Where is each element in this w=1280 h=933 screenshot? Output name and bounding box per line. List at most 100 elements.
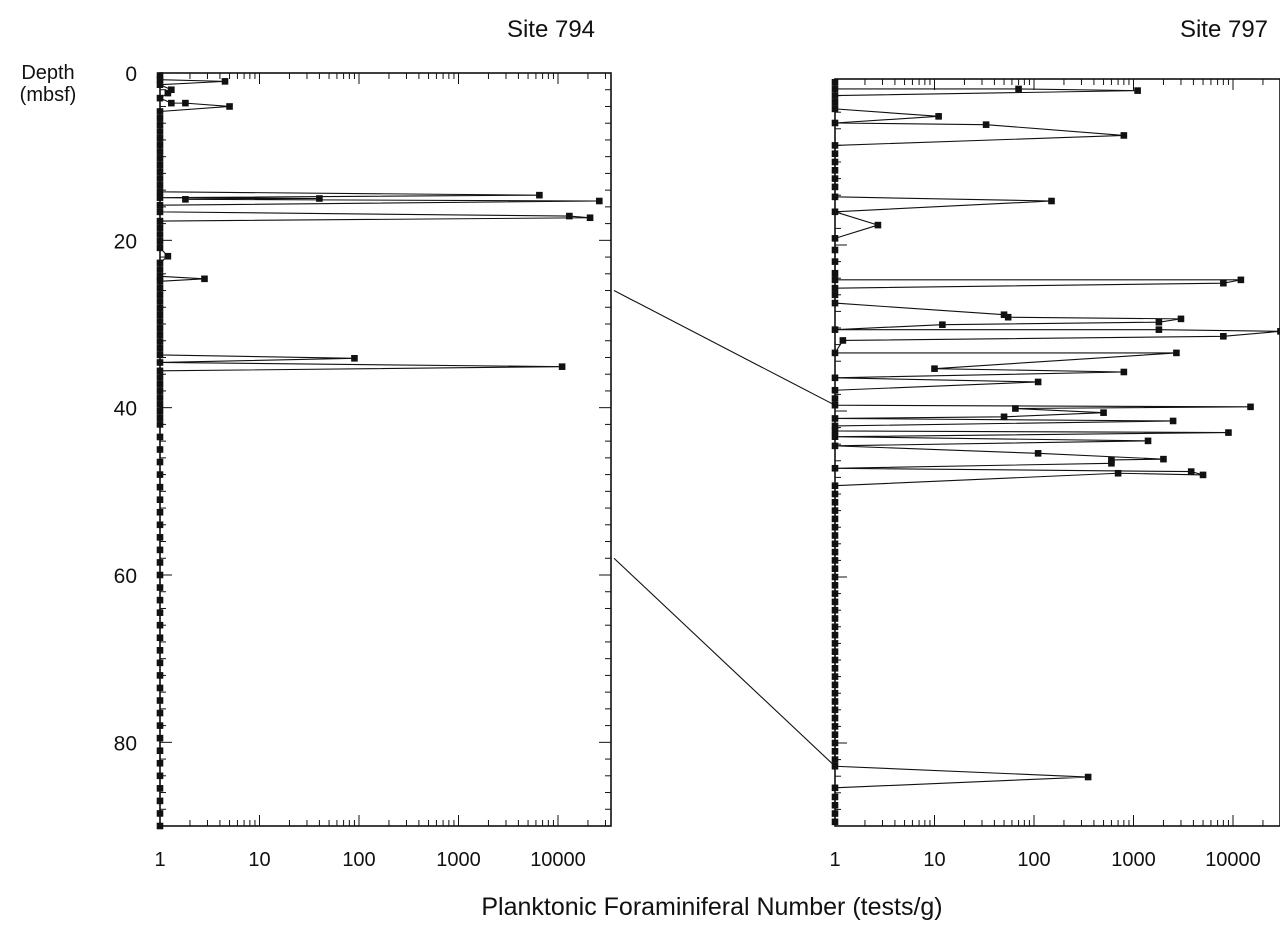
data-point-marker bbox=[156, 194, 164, 201]
data-point-marker bbox=[831, 507, 839, 514]
data-point-marker bbox=[831, 689, 839, 697]
data-point-marker bbox=[156, 394, 164, 401]
data-point-marker bbox=[221, 78, 229, 85]
data-point-marker bbox=[156, 772, 164, 780]
data-point-marker bbox=[831, 810, 839, 817]
data-point-marker bbox=[831, 349, 839, 357]
data-point-marker bbox=[156, 709, 164, 717]
data-point-marker bbox=[156, 161, 164, 169]
data-point-marker bbox=[831, 85, 839, 93]
data-point-marker bbox=[1120, 368, 1128, 376]
data-point-marker bbox=[831, 299, 839, 307]
data-point-marker bbox=[1034, 450, 1042, 457]
data-point-marker bbox=[156, 822, 164, 830]
data-point-marker bbox=[156, 521, 164, 529]
data-series-line bbox=[158, 75, 600, 826]
data-point-marker bbox=[156, 621, 164, 629]
data-point-marker bbox=[156, 244, 164, 252]
data-point-marker bbox=[1173, 349, 1180, 357]
x-tick-label: 1000 bbox=[1111, 849, 1156, 871]
data-point-marker bbox=[1108, 456, 1115, 464]
data-point-marker bbox=[1108, 459, 1115, 467]
y-tick-label: 40 bbox=[114, 398, 137, 421]
data-point-marker bbox=[156, 81, 164, 89]
data-point-marker bbox=[156, 141, 164, 149]
data-point-marker bbox=[156, 684, 164, 692]
data-point-marker bbox=[156, 697, 164, 704]
data-point-marker bbox=[939, 321, 946, 328]
x-tick-label: 10000 bbox=[1205, 849, 1261, 871]
data-point-marker bbox=[164, 89, 172, 97]
data-point-marker bbox=[156, 387, 164, 395]
data-point-marker bbox=[831, 276, 839, 284]
data-point-marker bbox=[156, 458, 164, 466]
data-point-marker bbox=[156, 231, 164, 238]
data-point-marker bbox=[874, 221, 882, 229]
data-point-marker bbox=[831, 374, 839, 382]
data-point-marker bbox=[156, 76, 164, 83]
data-point-marker bbox=[831, 548, 839, 556]
data-point-marker bbox=[156, 108, 164, 115]
data-point-marker bbox=[156, 421, 164, 428]
data-point-marker bbox=[1034, 378, 1042, 386]
panel-title: Site 797 bbox=[1180, 16, 1268, 43]
data-point-marker bbox=[1084, 773, 1092, 781]
data-point-marker bbox=[831, 615, 839, 622]
data-point-marker bbox=[156, 217, 164, 225]
data-point-marker bbox=[831, 105, 839, 113]
data-point-marker bbox=[226, 103, 233, 110]
data-point-marker bbox=[168, 99, 175, 107]
data-point-marker bbox=[156, 471, 164, 478]
data-point-marker bbox=[1177, 315, 1185, 323]
data-point-marker bbox=[168, 86, 175, 94]
data-point-marker bbox=[1048, 197, 1055, 205]
data-point-marker bbox=[316, 195, 323, 202]
data-point-marker bbox=[831, 523, 839, 531]
data-point-marker bbox=[156, 734, 164, 742]
data-point-marker bbox=[156, 359, 164, 366]
data-point-marker bbox=[558, 363, 566, 370]
data-point-marker bbox=[156, 810, 164, 817]
data-point-marker bbox=[156, 374, 164, 381]
data-point-marker bbox=[156, 208, 164, 216]
data-point-marker bbox=[156, 407, 164, 415]
data-point-marker bbox=[1277, 328, 1280, 335]
data-point-marker bbox=[831, 208, 839, 216]
data-point-marker bbox=[156, 273, 164, 280]
data-point-marker bbox=[156, 278, 164, 285]
data-point-marker bbox=[831, 98, 839, 106]
data-point-marker bbox=[831, 793, 839, 801]
data-point-marker bbox=[1187, 468, 1195, 475]
data-point-marker bbox=[831, 142, 839, 149]
data-point-marker bbox=[156, 201, 164, 209]
y-tick-label: 0 bbox=[125, 63, 137, 86]
data-point-marker bbox=[156, 304, 164, 312]
data-point-marker bbox=[156, 609, 164, 616]
x-tick-label: 10 bbox=[248, 849, 270, 871]
plot-frame bbox=[834, 78, 1280, 827]
data-point-marker bbox=[831, 540, 839, 548]
x-axis-label: Planktonic Foraminiferal Number (tests/g… bbox=[481, 893, 942, 921]
data-point-marker bbox=[831, 92, 839, 99]
data-series-line bbox=[834, 82, 1280, 822]
data-point-marker bbox=[156, 324, 164, 332]
x-tick-label: 100 bbox=[342, 849, 375, 871]
data-point-marker bbox=[831, 183, 839, 191]
data-point-marker bbox=[831, 269, 839, 277]
data-point-marker bbox=[831, 801, 839, 809]
data-point-marker bbox=[831, 582, 839, 589]
data-point-marker bbox=[839, 337, 847, 344]
data-point-marker bbox=[831, 175, 839, 182]
x-tick-label: 1000 bbox=[436, 849, 481, 871]
data-point-marker bbox=[831, 433, 839, 441]
data-point-marker bbox=[156, 414, 164, 422]
y-tick-label: 20 bbox=[114, 230, 137, 253]
data-point-marker bbox=[1100, 409, 1107, 416]
data-point-marker bbox=[156, 168, 164, 176]
data-point-marker bbox=[831, 606, 839, 614]
data-point-marker bbox=[536, 191, 543, 199]
data-point-marker bbox=[831, 665, 839, 672]
data-point-marker bbox=[156, 344, 164, 352]
data-point-marker bbox=[831, 427, 839, 435]
data-point-marker bbox=[831, 291, 839, 299]
